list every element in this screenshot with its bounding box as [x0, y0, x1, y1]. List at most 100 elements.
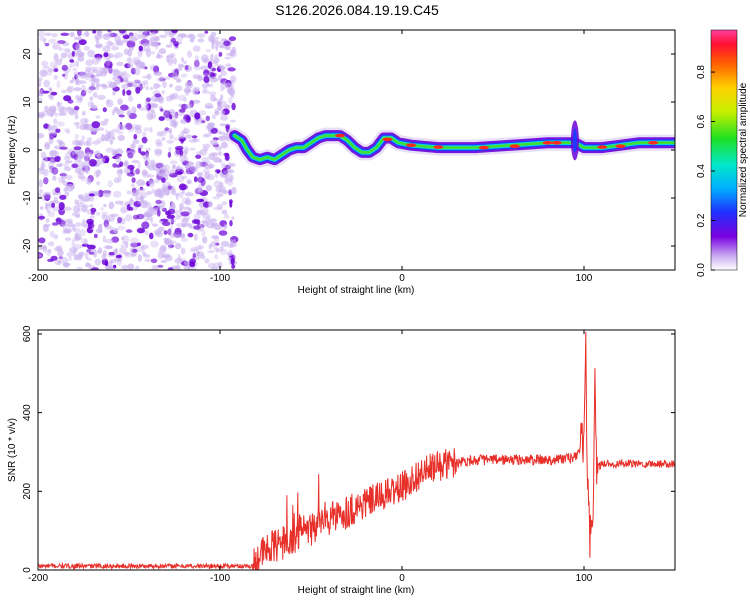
spike-core — [572, 128, 577, 153]
noise-speckle — [146, 73, 152, 80]
noise-speckle — [51, 167, 59, 175]
noise-speckle — [187, 266, 196, 270]
noise-speckle — [80, 176, 87, 182]
noise-speckle — [42, 38, 47, 44]
noise-speckle — [66, 86, 73, 93]
noise-speckle — [91, 267, 100, 270]
noise-speckle — [196, 33, 206, 38]
noise-speckle — [182, 60, 187, 64]
noise-speckle — [203, 201, 210, 208]
noise-speckle — [141, 136, 148, 144]
noise-speckle — [185, 65, 189, 71]
noise-speckle — [122, 34, 130, 39]
noise-speckle — [69, 80, 74, 84]
noise-speckle — [131, 106, 137, 114]
noise-speckle — [84, 252, 89, 260]
noise-speckle — [135, 265, 140, 270]
noise-speckle — [75, 100, 83, 104]
noise-speckle — [89, 215, 95, 220]
noise-speckle — [130, 252, 137, 258]
noise-speckle — [208, 163, 215, 169]
snr-y-label: SNR (10 * v/v) — [7, 418, 18, 482]
noise-speckle — [218, 158, 223, 164]
noise-speckle — [175, 234, 182, 239]
noise-speckle — [117, 98, 123, 105]
noise-speckle — [56, 121, 65, 127]
noise-speckle — [194, 245, 203, 250]
noise-speckle — [144, 103, 149, 111]
noise-speckle — [94, 258, 102, 266]
noise-speckle — [164, 76, 171, 80]
noise-speckle — [149, 86, 154, 91]
noise-speckle — [197, 74, 203, 82]
noise-speckle — [74, 222, 82, 228]
noise-speckle — [85, 166, 89, 174]
noise-speckle — [98, 247, 103, 254]
x-tick-label: -200 — [28, 573, 48, 584]
noise-speckle — [81, 221, 86, 227]
snr-x-label: Height of straight line (km) — [298, 585, 415, 596]
noise-speckle — [53, 68, 59, 72]
noise-speckle — [38, 253, 42, 258]
noise-speckle — [155, 162, 165, 168]
noise-speckle — [90, 127, 99, 133]
noise-speckle — [114, 200, 124, 205]
noise-speckle — [146, 191, 152, 196]
noise-speckle — [65, 183, 74, 192]
noise-speckle — [164, 30, 172, 36]
noise-speckle — [136, 227, 146, 234]
noise-speckle — [80, 117, 88, 126]
noise-speckle — [120, 104, 129, 111]
noise-speckle — [140, 144, 144, 149]
noise-speckle — [77, 80, 87, 85]
noise-speckle — [48, 87, 52, 91]
noise-speckle — [181, 57, 184, 62]
noise-speckle — [73, 205, 80, 213]
noise-speckle — [221, 168, 228, 175]
noise-speckle — [154, 178, 160, 184]
noise-speckle — [84, 166, 91, 174]
noise-speckle — [175, 168, 183, 176]
noise-speckle — [84, 156, 89, 163]
noise-speckle — [41, 60, 49, 67]
noise-speckle — [229, 162, 236, 168]
noise-speckle — [161, 246, 166, 251]
noise-speckle — [124, 63, 131, 69]
noise-speckle — [161, 90, 166, 95]
noise-speckle — [73, 257, 83, 261]
signal-ridge — [226, 120, 675, 168]
noise-speckle — [133, 79, 141, 83]
noise-speckle — [145, 47, 151, 53]
noise-speckle — [87, 244, 96, 250]
noise-speckle — [59, 146, 68, 150]
noise-speckle — [38, 132, 45, 139]
noise-speckle — [229, 239, 233, 248]
noise-speckle — [119, 247, 127, 254]
noise-speckle — [172, 164, 176, 169]
noise-speckle — [78, 168, 85, 176]
noise-speckle — [203, 69, 210, 77]
noise-speckle — [170, 134, 175, 140]
noise-speckle — [102, 67, 111, 71]
noise-speckle — [180, 211, 190, 217]
x-tick-label: 100 — [576, 573, 593, 584]
noise-speckle — [169, 118, 177, 123]
noise-speckle — [218, 151, 222, 156]
noise-speckle — [149, 207, 159, 215]
noise-speckle — [162, 81, 167, 88]
noise-speckle — [89, 96, 94, 101]
noise-speckle — [198, 110, 207, 116]
noise-speckle — [169, 111, 177, 116]
y-tick-label: -10 — [22, 190, 33, 205]
noise-speckle — [53, 247, 63, 252]
noise-speckle — [192, 138, 200, 142]
noise-speckle — [208, 34, 215, 43]
noise-speckle — [40, 151, 47, 160]
noise-speckle — [75, 60, 79, 68]
noise-speckle — [145, 147, 151, 152]
noise-speckle — [81, 84, 86, 92]
noise-speckle — [219, 123, 227, 127]
noise-speckle — [112, 128, 120, 133]
noise-speckle — [146, 174, 155, 178]
